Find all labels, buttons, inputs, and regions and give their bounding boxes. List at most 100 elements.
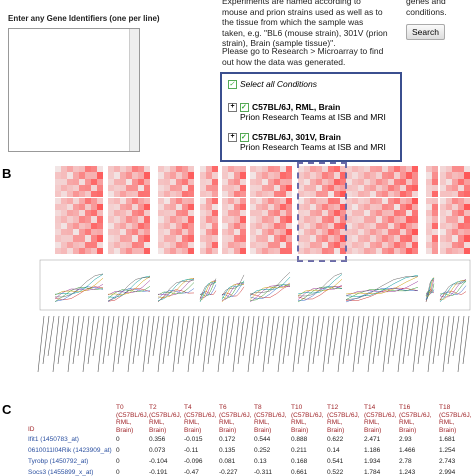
checkbox[interactable]: ✓	[240, 102, 249, 112]
heatmap-cell	[364, 166, 370, 173]
heatmap-cell	[340, 229, 346, 236]
label-stub	[402, 316, 410, 365]
heatmap-cell	[200, 178, 206, 185]
heatmap-cell	[144, 172, 150, 179]
heatmap-cell	[91, 247, 97, 255]
checkbox[interactable]: ✓	[228, 79, 237, 89]
heatmap-cell	[120, 178, 126, 185]
heatmap-cell	[340, 197, 346, 204]
heatmap-cell	[316, 235, 322, 242]
heatmap-cell	[138, 229, 144, 236]
heatmap-cell	[182, 229, 188, 236]
heatmap-cell	[144, 216, 150, 223]
expand-toggle[interactable]: +	[228, 102, 237, 112]
label-stub	[307, 316, 315, 373]
heatmap-cell	[188, 172, 194, 179]
table-cell: 0.888	[291, 436, 308, 443]
heatmap-cell	[158, 229, 164, 236]
heatmap-cell	[200, 241, 206, 248]
expand-toggle[interactable]: +	[228, 132, 237, 142]
profile-line	[107, 277, 151, 301]
heatmap-cell	[370, 216, 376, 223]
heatmap-cell	[250, 247, 256, 255]
select-all[interactable]: ✓ Select all Conditions	[228, 79, 317, 89]
table-cell: -0.191	[149, 469, 168, 476]
label-stub	[342, 316, 350, 365]
label-stub	[62, 316, 70, 357]
search-button[interactable]: Search	[406, 24, 445, 40]
label-stub	[92, 316, 100, 357]
heatmap-cell	[262, 229, 268, 236]
heatmap-cell	[358, 203, 364, 211]
gene-id[interactable]: 0610011I04Rik (1423909_at)	[28, 447, 112, 454]
heatmap-cell	[222, 210, 228, 217]
heatmap-cell	[310, 222, 316, 229]
label-stub	[322, 316, 330, 373]
heatmap-cell	[298, 197, 304, 204]
heatmap-cell	[364, 247, 370, 255]
heatmap-cell	[340, 216, 346, 223]
heatmap-cell	[376, 178, 382, 185]
heatmap-cell	[132, 222, 138, 229]
heatmap-cell	[108, 241, 114, 248]
heatmap-cell	[79, 184, 85, 192]
heatmap-cell	[370, 197, 376, 204]
heatmap-cell	[280, 222, 286, 229]
heatmap-cell	[304, 178, 310, 185]
heatmap-cell	[250, 166, 256, 173]
heatmap-cell	[120, 166, 126, 173]
profile-line	[425, 278, 435, 300]
heatmap-cell	[200, 172, 206, 179]
heatmap-cell	[298, 178, 304, 185]
heatmap-cell	[432, 197, 438, 204]
heatmap-cell	[440, 210, 446, 217]
heatmap-cell	[352, 229, 358, 236]
heatmap-cell	[316, 203, 322, 211]
heatmap-cell	[432, 166, 438, 173]
heatmap-cell	[61, 203, 67, 211]
column-header: T16 (C57BL/6J, RML, Brain)	[399, 404, 432, 434]
heatmap-cell	[452, 247, 458, 255]
heatmap-cell	[452, 241, 458, 248]
heatmap-cell	[228, 235, 234, 242]
heatmap-cell	[97, 172, 103, 179]
gene-id[interactable]: Socs3 (1455899_x_at)	[28, 469, 94, 476]
heatmap-cell	[55, 197, 61, 204]
heatmap-cell	[370, 247, 376, 255]
heatmap-cell	[138, 235, 144, 242]
heatmap-cell	[364, 216, 370, 223]
heatmap-cell	[212, 216, 218, 223]
heatmap-cell	[322, 203, 328, 211]
heatmap-cell	[346, 203, 352, 211]
heatmap-cell	[138, 203, 144, 211]
checkbox[interactable]: ✓	[240, 132, 249, 142]
condition-name: C57BL/6J, RML, Brain	[252, 102, 341, 112]
heatmap-cell	[376, 172, 382, 179]
heatmap-cell	[322, 184, 328, 192]
heatmap-cell	[412, 191, 418, 198]
column-header: T6 (C57BL/6J, RML, Brain)	[219, 404, 252, 434]
profile-line	[249, 282, 291, 300]
heatmap-cell	[280, 184, 286, 192]
heatmap-cell	[334, 191, 340, 198]
heatmap-cell	[426, 184, 432, 192]
heatmap-cell	[144, 184, 150, 192]
heatmap-cell	[126, 247, 132, 255]
gene-prompt: Enter any Gene Identifiers (one per line…	[8, 14, 160, 23]
gene-textarea[interactable]	[8, 28, 140, 152]
panel-label: C	[2, 402, 12, 417]
heatmap-cell	[298, 235, 304, 242]
heatmap-cell	[234, 235, 240, 242]
heatmap-cell	[132, 229, 138, 236]
heatmap-cell	[458, 247, 464, 255]
heatmap-cell	[412, 178, 418, 185]
heatmap-cell	[73, 197, 79, 204]
heatmap-cell	[268, 210, 274, 217]
heatmap-cell	[114, 216, 120, 223]
heatmap-cell	[426, 178, 432, 185]
gene-id[interactable]: Ifit1 (1450783_at)	[28, 436, 79, 443]
heatmap-cell	[388, 222, 394, 229]
gene-id[interactable]: Tyrobp (1450792_at)	[28, 458, 89, 465]
heatmap-cell	[452, 210, 458, 217]
profile-line	[345, 281, 419, 297]
